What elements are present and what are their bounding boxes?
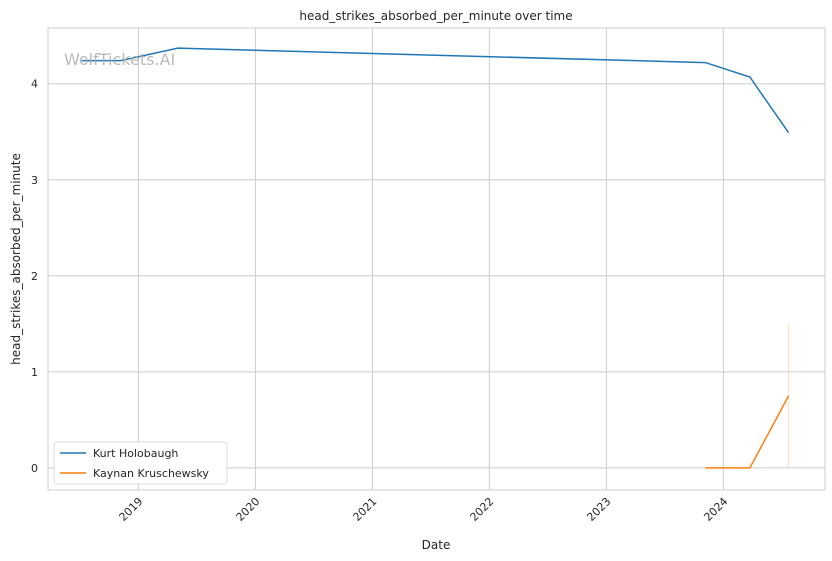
legend: Kurt Holobaugh Kaynan Kruschewsky — [53, 441, 228, 485]
series-line — [81, 47, 790, 134]
series-line — [705, 395, 790, 469]
x-tick-label: 2024 — [701, 495, 730, 524]
y-tick-label: 2 — [31, 270, 38, 283]
x-tick-label: 2020 — [234, 495, 263, 524]
x-axis-label: Date — [422, 538, 451, 552]
x-tick-label: 2023 — [584, 495, 613, 524]
y-tick-label: 3 — [31, 174, 38, 187]
y-axis-label: head_strikes_absorbed_per_minute — [9, 153, 23, 365]
y-tick-label: 4 — [31, 78, 38, 91]
legend-label: Kaynan Kruschewsky — [93, 467, 209, 480]
x-tick-label: 2021 — [351, 495, 380, 524]
legend-box — [53, 441, 228, 485]
chart-title: head_strikes_absorbed_per_minute over ti… — [299, 9, 572, 23]
x-tick-label: 2022 — [467, 495, 496, 524]
legend-label: Kurt Holobaugh — [93, 447, 178, 460]
watermark: WolfTickets.AI — [64, 50, 175, 69]
y-tick-label: 0 — [31, 462, 38, 475]
plot-area — [47, 27, 826, 491]
x-tick-label: 2019 — [117, 495, 146, 524]
y-tick-label: 1 — [31, 366, 38, 379]
